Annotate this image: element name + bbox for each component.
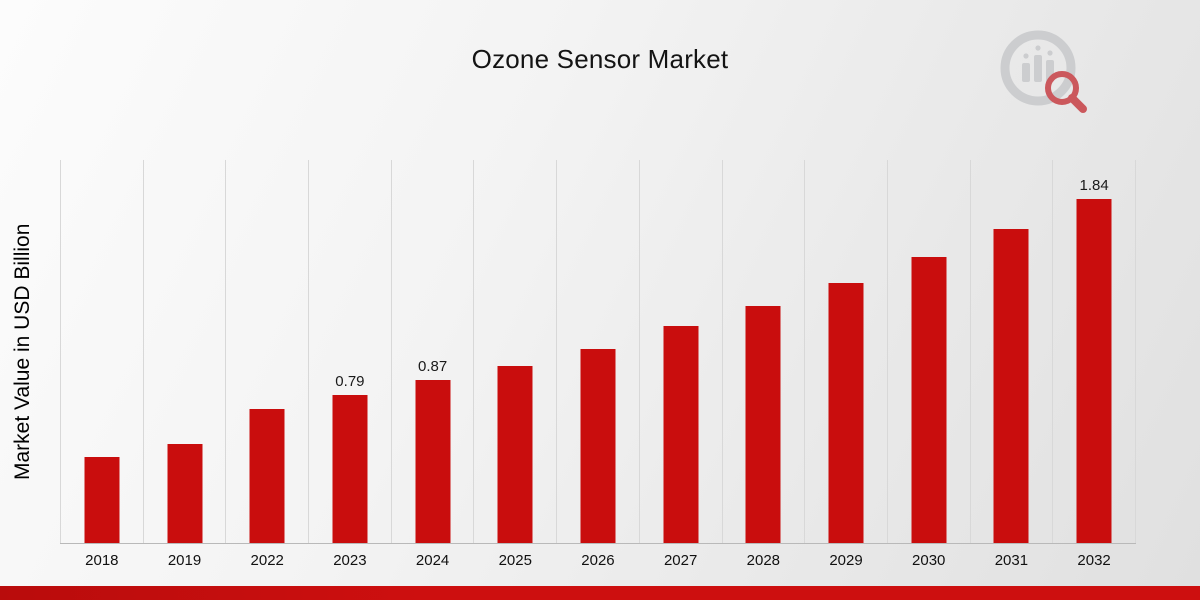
- chart-column-2029: 2029: [804, 160, 887, 569]
- chart-column-2022: 2022: [225, 160, 308, 569]
- chart-bar-2018: [84, 457, 120, 543]
- x-tick-label-2025: 2025: [498, 552, 532, 569]
- x-tick-label-2030: 2030: [912, 552, 946, 569]
- chart-column-2024: 0.87 2024: [390, 160, 474, 569]
- x-tick-label-2026: 2026: [581, 552, 615, 569]
- chart-column-2018: 2018: [60, 160, 143, 569]
- chart-column-2027: 2027: [638, 160, 722, 569]
- x-tick-label-2028: 2028: [746, 552, 781, 569]
- x-tick-label-2029: 2029: [829, 552, 863, 569]
- chart-column-2023: 0.79 2023: [308, 160, 391, 569]
- chart-column-2025: 2025: [473, 160, 556, 569]
- chart-bar-2030: [911, 257, 947, 543]
- chart-bar-2027: [663, 326, 699, 543]
- y-axis-label: Market Value in USD Billion: [11, 223, 34, 480]
- value-label-2032: 1.84: [1079, 177, 1109, 195]
- x-tick-label-2031: 2031: [994, 552, 1029, 569]
- chart-column-2028: 2028: [721, 160, 805, 569]
- x-tick-label-2027: 2027: [663, 552, 698, 569]
- x-tick-label-2022: 2022: [250, 552, 284, 569]
- chart-column-2032: 1.84 2032: [1052, 160, 1136, 569]
- chart-bar-2031: [993, 229, 1029, 543]
- x-tick-label-2018: 2018: [85, 552, 119, 569]
- x-tick-label-2024: 2024: [415, 552, 450, 569]
- chart-bar-2023: 0.79: [332, 373, 368, 543]
- chart-column-2031: 2031: [969, 160, 1053, 569]
- chart-bar-2019: [167, 444, 203, 543]
- chart-bar-2025: [497, 365, 533, 543]
- chart-column-2019: 2019: [142, 160, 226, 569]
- value-label-2023: 0.79: [335, 373, 365, 391]
- chart-bar-2022: [249, 408, 285, 543]
- chart-bar-2029: [828, 283, 864, 543]
- chart-bar-2032: 1.84: [1076, 177, 1112, 543]
- chart-bar-2028: [745, 305, 781, 543]
- x-tick-label-2032: 2032: [1077, 552, 1111, 569]
- chart-column-2026: 2026: [556, 160, 639, 569]
- chart-column-2030: 2030: [886, 160, 970, 569]
- page-title: Ozone Sensor Market: [471, 44, 729, 74]
- bottom-accent-bar: [0, 586, 1200, 600]
- x-tick-label-2019: 2019: [167, 552, 202, 569]
- value-label-2024: 0.87: [417, 358, 448, 376]
- x-tick-label-2023: 2023: [333, 552, 367, 569]
- chart-plot-area: 2018 2019 2022 0.79 2023 0.87 2024 2025 2026 2027…: [60, 160, 1136, 569]
- chart-bar-2026: [580, 348, 616, 543]
- chart-bar-2024: 0.87: [415, 358, 451, 543]
- brand-logo-icon: [1000, 30, 1087, 113]
